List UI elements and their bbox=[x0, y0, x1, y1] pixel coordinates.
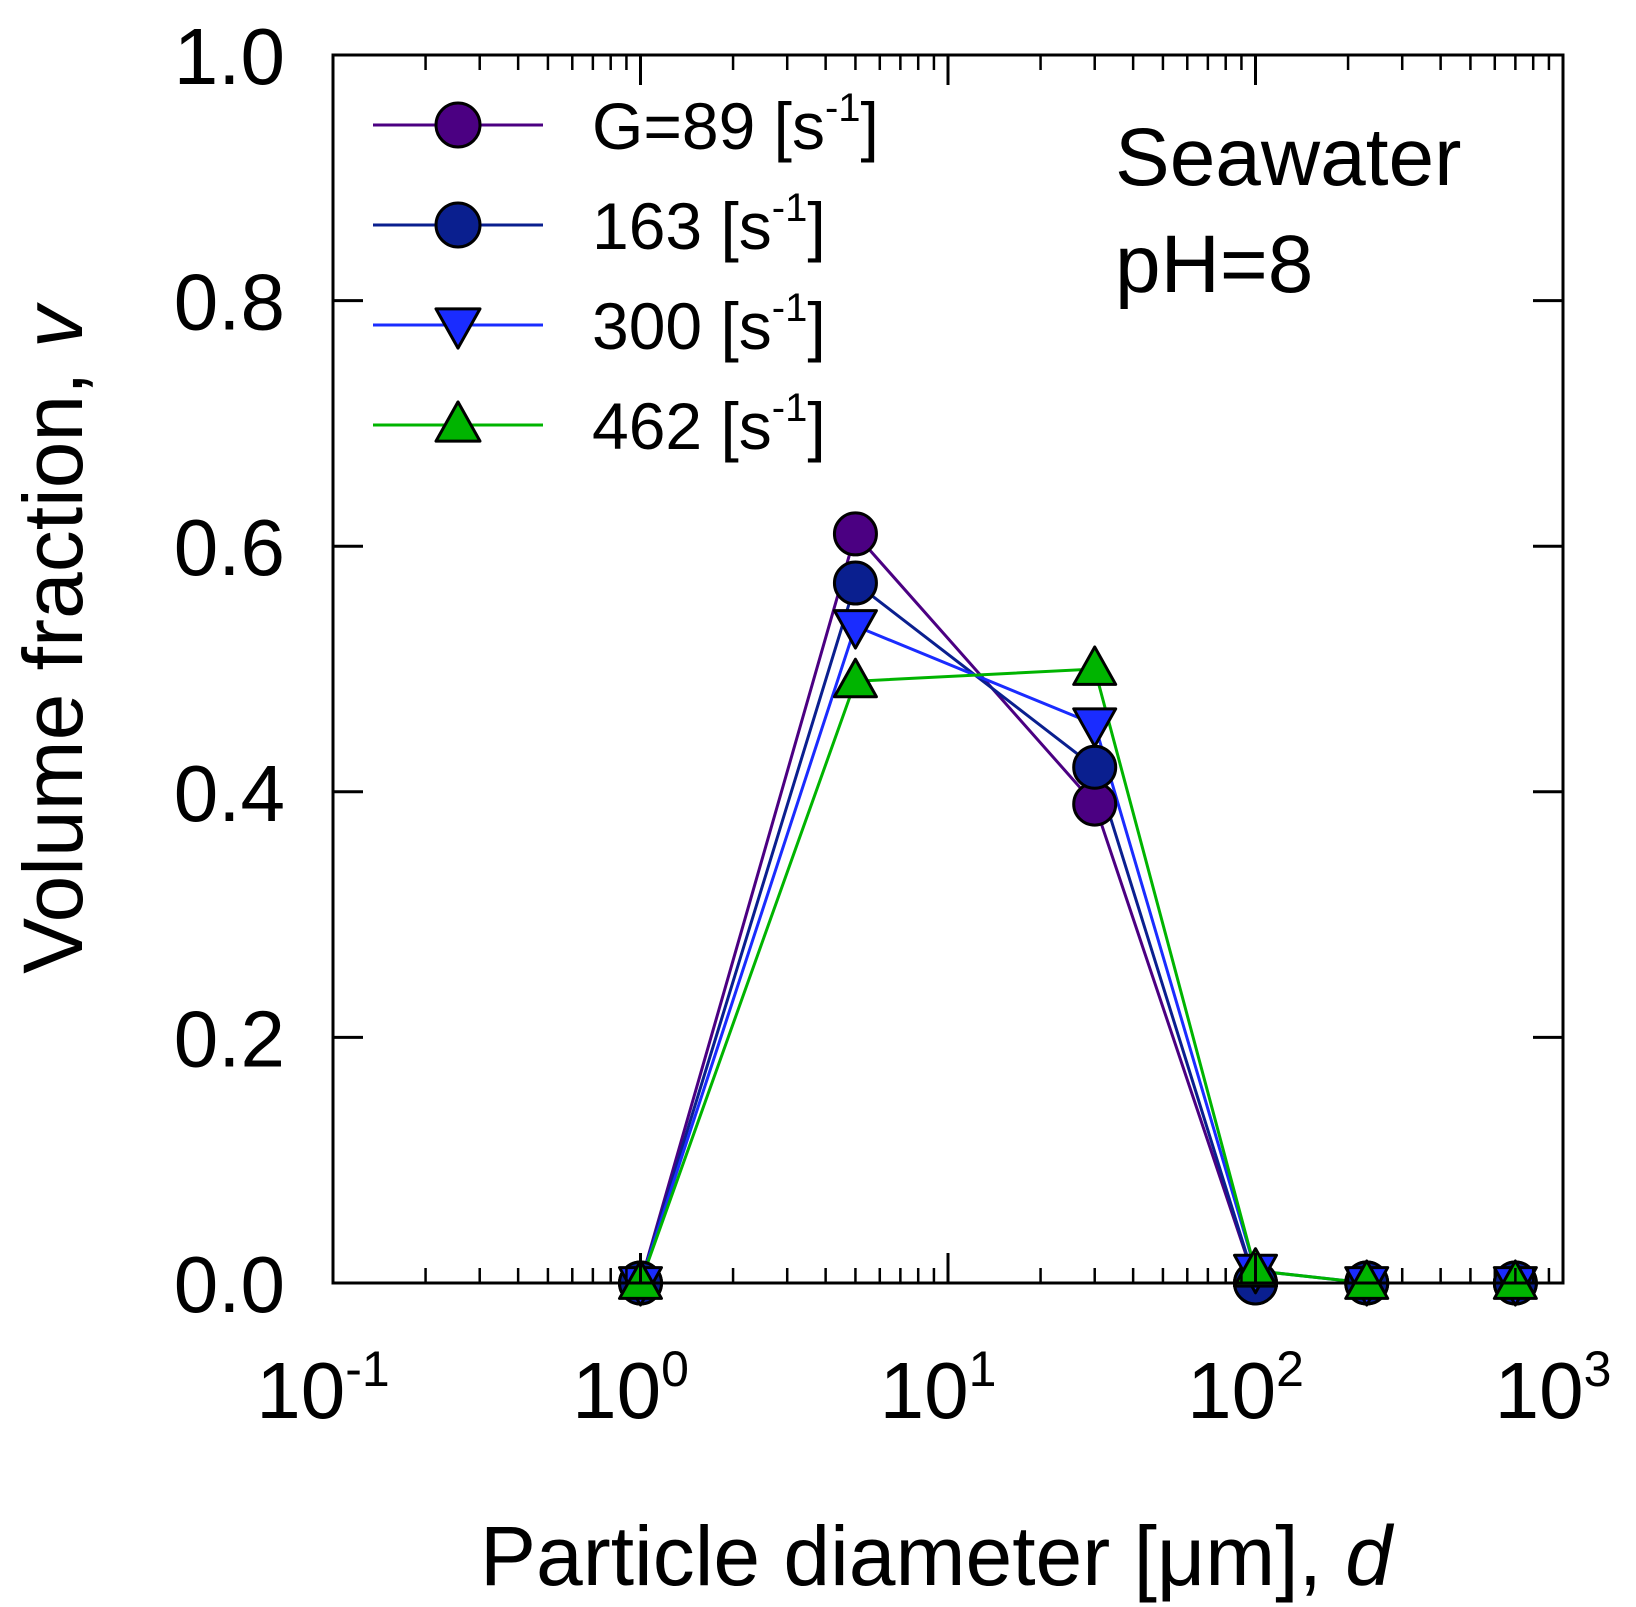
legend-item-2: 300 [s-1] bbox=[373, 286, 826, 363]
legend-marker bbox=[434, 201, 482, 249]
legend-label: 163 [s-1] bbox=[592, 186, 826, 263]
series-line-1 bbox=[639, 580, 1516, 1285]
series-line-0 bbox=[639, 530, 1516, 1285]
data-point-series-2 bbox=[1072, 707, 1118, 748]
y-tick-label: 0.0 bbox=[174, 1240, 285, 1329]
legend-label: G=89 [s-1] bbox=[592, 86, 879, 163]
legend-unit-exponent: -1 bbox=[772, 386, 808, 430]
y-axis-title: Volume fraction, v bbox=[6, 301, 100, 974]
annotation-line-1: Seawater bbox=[1115, 112, 1461, 203]
legend-unit-exponent: -1 bbox=[772, 186, 808, 230]
y-tick-label: 0.2 bbox=[174, 994, 285, 1083]
legend-series-name: G=89 [s bbox=[592, 89, 825, 163]
annotation-line-2: pH=8 bbox=[1115, 219, 1313, 310]
series-line-2 bbox=[639, 624, 1516, 1285]
y-tick-label: 0.6 bbox=[174, 503, 285, 592]
legend-label: 300 [s-1] bbox=[592, 286, 826, 363]
x-tick-exponent: 0 bbox=[661, 1341, 689, 1397]
x-tick-base: 10 bbox=[1495, 1346, 1584, 1435]
x-tick-label: 100 bbox=[572, 1341, 689, 1435]
data-point-series-3 bbox=[1344, 1259, 1390, 1300]
data-point-series-1 bbox=[832, 560, 878, 606]
data-point-series-2 bbox=[832, 609, 878, 650]
y-tick-label: 0.8 bbox=[174, 258, 285, 347]
legend-series-name: 300 [s bbox=[592, 289, 772, 363]
y-tick-label: 1.0 bbox=[174, 12, 285, 101]
data-point-series-0 bbox=[832, 511, 878, 557]
x-tick-base: 10 bbox=[880, 1346, 969, 1435]
x-tick-label: 103 bbox=[1495, 1341, 1612, 1435]
legend-marker bbox=[434, 307, 482, 350]
legend-unit-close: ] bbox=[807, 389, 825, 463]
x-tick-label: 10-1 bbox=[256, 1341, 389, 1435]
legend-marker bbox=[434, 400, 482, 443]
series-lines bbox=[639, 530, 1516, 1285]
data-point-series-3 bbox=[832, 657, 878, 699]
annotation: Seawater pH=8 bbox=[1115, 112, 1461, 310]
x-tick-base: 10 bbox=[572, 1346, 661, 1435]
x-tick-exponent: 1 bbox=[969, 1341, 997, 1397]
legend-series-name: 462 [s bbox=[592, 389, 772, 463]
x-tick-label: 102 bbox=[1187, 1341, 1304, 1435]
y-tick-label: 0.4 bbox=[174, 749, 285, 838]
series-markers bbox=[618, 511, 1538, 1307]
legend-unit-exponent: -1 bbox=[772, 286, 808, 330]
legend-unit-exponent: -1 bbox=[825, 86, 861, 130]
legend-unit-close: ] bbox=[807, 189, 825, 263]
x-tick-exponent: -1 bbox=[345, 1341, 389, 1397]
axis-ticks bbox=[331, 53, 1565, 1285]
legend-unit-close: ] bbox=[861, 89, 879, 163]
data-point-series-1 bbox=[1072, 744, 1118, 790]
legend-item-0: G=89 [s-1] bbox=[373, 86, 879, 163]
legend-series-name: 163 [s bbox=[592, 189, 772, 263]
legend-unit-close: ] bbox=[807, 289, 825, 363]
tick-labels: 0.00.20.40.60.81.010-1 100 101 102 103 bbox=[174, 12, 1612, 1435]
x-tick-exponent: 2 bbox=[1276, 1341, 1304, 1397]
x-tick-base: 10 bbox=[1187, 1346, 1276, 1435]
legend-marker bbox=[434, 101, 482, 149]
plot-frame bbox=[331, 53, 1565, 1285]
x-axis-title: Particle diameter [μm], d bbox=[480, 1509, 1394, 1603]
legend-item-1: 163 [s-1] bbox=[373, 186, 826, 263]
legend-item-3: 462 [s-1] bbox=[373, 386, 826, 463]
legend: G=89 [s-1]163 [s-1]300 [s-1]462 [s-1] bbox=[373, 86, 879, 463]
legend-label: 462 [s-1] bbox=[592, 386, 826, 463]
x-tick-exponent: 3 bbox=[1584, 1341, 1612, 1397]
x-tick-label: 101 bbox=[880, 1341, 997, 1435]
x-tick-base: 10 bbox=[256, 1346, 345, 1435]
data-point-series-3 bbox=[1072, 645, 1118, 686]
